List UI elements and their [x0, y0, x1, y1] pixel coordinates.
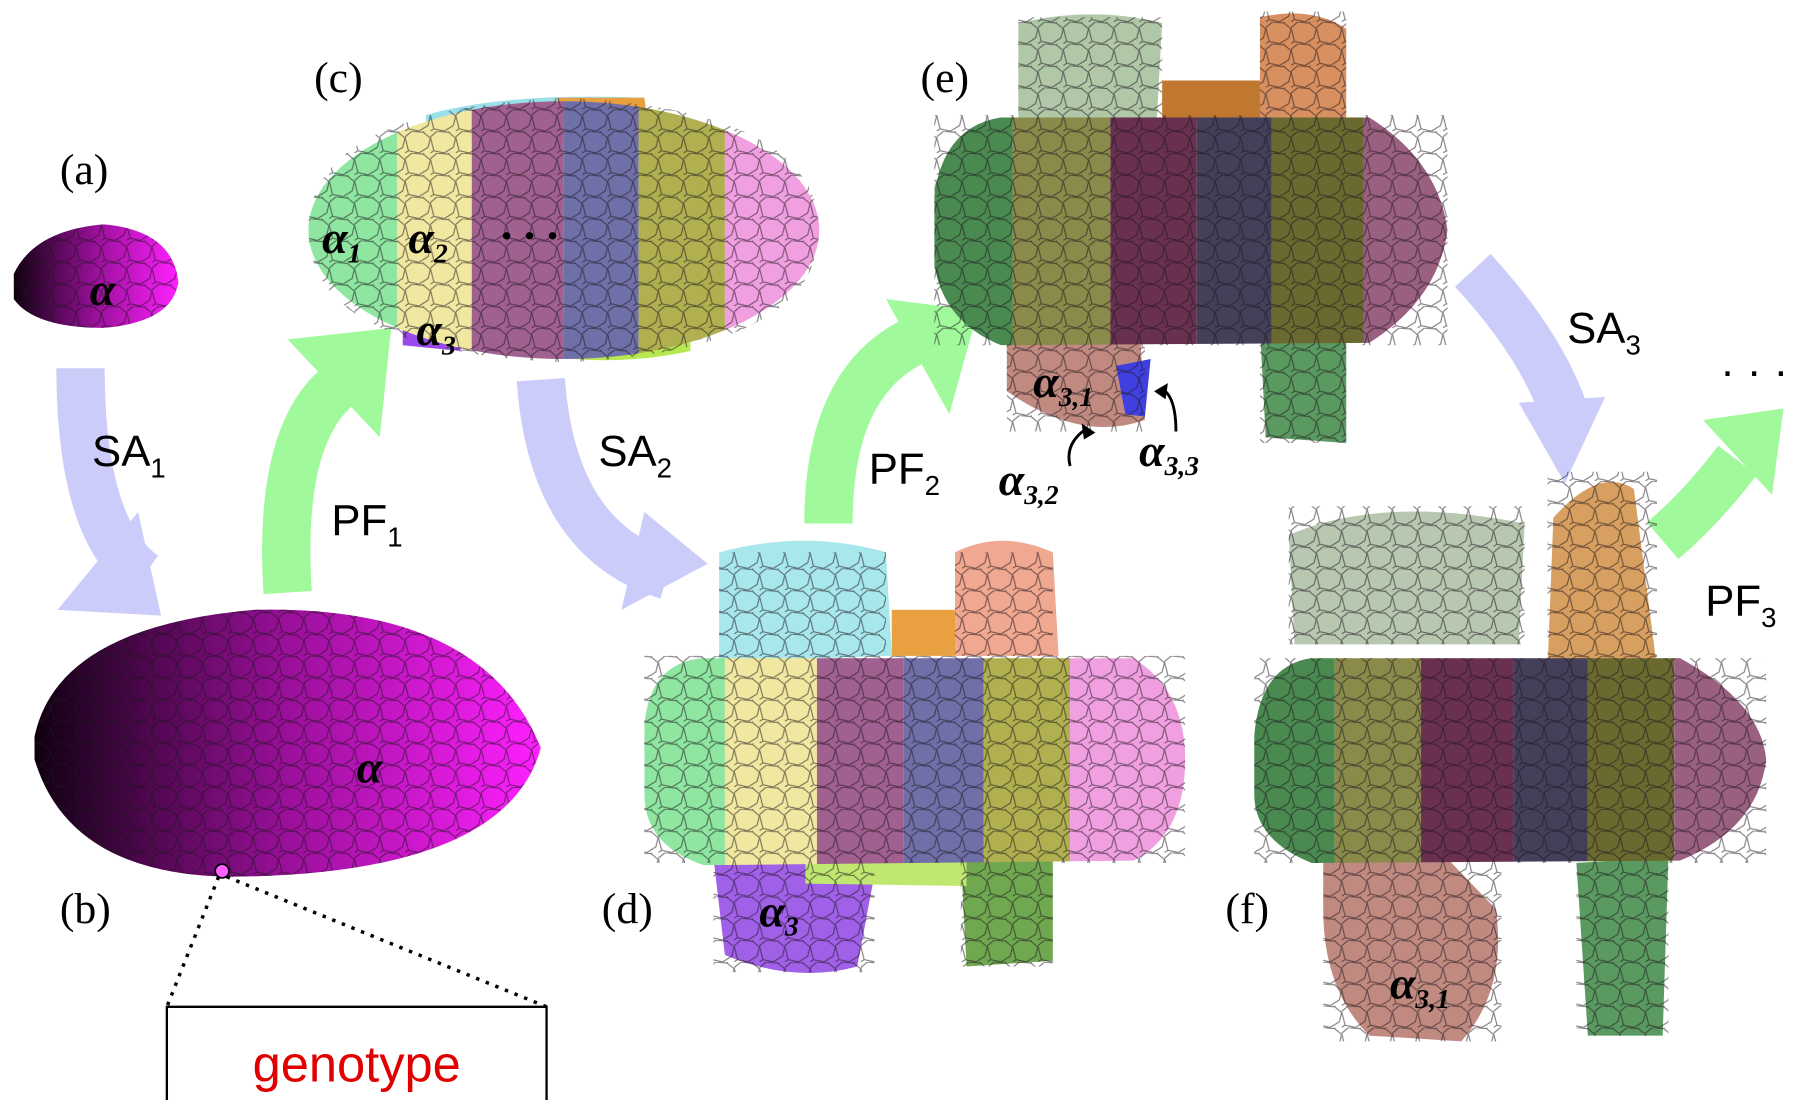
symbol: α — [417, 304, 444, 355]
arrow-label: PF2 — [869, 444, 940, 501]
cells — [35, 610, 541, 877]
cell-label: α3,2 — [999, 454, 1059, 510]
symbol: α — [1033, 356, 1060, 407]
panel-label: (e) — [921, 54, 970, 102]
panel-label: (a) — [60, 146, 109, 194]
figure: (a) (b) (c) (d) (e) (f) SA1 PF1 SA2 PF2 … — [0, 0, 1795, 1100]
sub: 3,3 — [1164, 450, 1200, 481]
panel-label: (b) — [60, 885, 111, 933]
op: SA — [1567, 304, 1626, 353]
symbol: α — [1390, 958, 1417, 1009]
embryo-d — [633, 541, 1197, 973]
sub: 1 — [348, 237, 362, 268]
symbol: α — [759, 885, 786, 936]
arrow-label: PF3 — [1705, 577, 1776, 634]
embryo-c — [299, 92, 828, 368]
ellipsis: · · · — [501, 210, 559, 261]
sub: 2 — [433, 237, 448, 268]
sub: 3,2 — [1023, 479, 1059, 510]
arrow-label: SA3 — [1567, 304, 1641, 361]
symbol: α — [322, 212, 349, 263]
cell-marker — [215, 864, 229, 878]
arrow-label: SA2 — [598, 427, 672, 484]
cell-label: α3,3 — [1139, 425, 1199, 481]
panel-label: (c) — [314, 54, 363, 102]
op-sub: 2 — [657, 453, 672, 484]
cell-label: α — [357, 741, 384, 792]
op: PF — [1705, 577, 1761, 626]
embryo-e — [921, 12, 1456, 466]
sub: 3,1 — [1414, 983, 1450, 1014]
sub: 3 — [441, 329, 456, 360]
symbol: α — [1139, 425, 1166, 476]
zoom-lines — [167, 877, 547, 1007]
op-sub: 3 — [1625, 329, 1640, 360]
op-sub: 1 — [150, 453, 165, 484]
arrow-label: SA1 — [92, 427, 166, 484]
sub: 3 — [784, 910, 799, 941]
panel-label: (f) — [1225, 885, 1269, 933]
cell-label: α — [90, 264, 117, 315]
ellipsis: · · · — [1720, 346, 1788, 395]
arrow-label: PF1 — [331, 496, 402, 553]
op: SA — [598, 427, 657, 476]
op: PF — [331, 496, 387, 545]
op: SA — [92, 427, 151, 476]
symbol: α — [999, 454, 1026, 505]
embryo-f — [1243, 472, 1772, 1042]
genotype-label: genotype — [253, 1036, 461, 1093]
op-sub: 3 — [1761, 602, 1776, 633]
sub: 3,1 — [1058, 381, 1094, 412]
op-sub: 1 — [387, 522, 402, 553]
op: PF — [869, 444, 925, 493]
symbol: α — [408, 212, 435, 263]
panel-label: (d) — [602, 885, 653, 933]
op-sub: 2 — [925, 470, 940, 501]
